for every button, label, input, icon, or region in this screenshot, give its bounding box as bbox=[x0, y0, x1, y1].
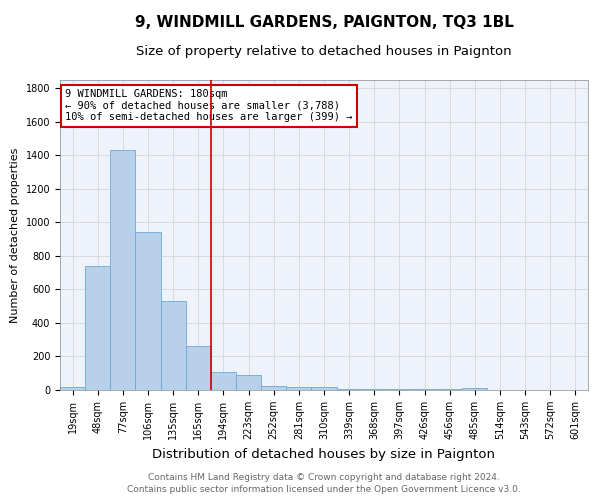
Bar bbox=[261, 386, 286, 390]
X-axis label: Distribution of detached houses by size in Paignton: Distribution of detached houses by size … bbox=[152, 448, 496, 460]
Bar bbox=[60, 388, 85, 390]
Text: Contains HM Land Registry data © Crown copyright and database right 2024.: Contains HM Land Registry data © Crown c… bbox=[148, 472, 500, 482]
Bar bbox=[437, 389, 462, 390]
Bar bbox=[161, 301, 186, 390]
Bar bbox=[136, 232, 161, 390]
Bar bbox=[286, 388, 311, 390]
Bar bbox=[337, 388, 362, 390]
Text: 9, WINDMILL GARDENS, PAIGNTON, TQ3 1BL: 9, WINDMILL GARDENS, PAIGNTON, TQ3 1BL bbox=[134, 15, 514, 30]
Bar bbox=[186, 346, 211, 390]
Bar bbox=[110, 150, 136, 390]
Bar bbox=[236, 376, 261, 390]
Text: Contains public sector information licensed under the Open Government Licence v3: Contains public sector information licen… bbox=[127, 485, 521, 494]
Bar bbox=[311, 388, 337, 390]
Bar bbox=[362, 389, 387, 390]
Bar bbox=[412, 389, 437, 390]
Bar bbox=[85, 266, 110, 390]
Bar bbox=[211, 372, 236, 390]
Text: 9 WINDMILL GARDENS: 180sqm
← 90% of detached houses are smaller (3,788)
10% of s: 9 WINDMILL GARDENS: 180sqm ← 90% of deta… bbox=[65, 90, 353, 122]
Y-axis label: Number of detached properties: Number of detached properties bbox=[10, 148, 20, 322]
Bar bbox=[462, 388, 487, 390]
Bar bbox=[387, 388, 412, 390]
Text: Size of property relative to detached houses in Paignton: Size of property relative to detached ho… bbox=[136, 45, 512, 58]
